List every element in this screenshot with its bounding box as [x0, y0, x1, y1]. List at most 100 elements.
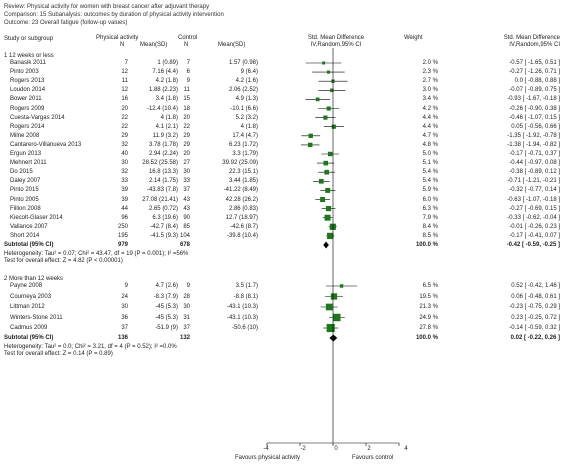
smd-header-right: Std. Mean Difference [503, 35, 560, 41]
control-mean-sd-value: 22.3 (15.1) [228, 169, 258, 176]
ci-text-value: -0.46 [ -1.07, 0.15 ] [509, 114, 560, 121]
ci-text-value: 0.06 [ -0.48, 0.61 ] [511, 293, 560, 300]
subtotal-label: Subtotal (95% CI) [4, 242, 54, 248]
control-n-value: 43 [183, 205, 190, 212]
pa-mean-sd-value: 2.94 (2.24) [148, 151, 178, 157]
weight-value: 8.5 % [422, 232, 438, 239]
ci-text-value: -0.27 [ -0.69, 0.15 ] [509, 205, 560, 212]
pa-mean-sd-value: 4.7 (2.6) [155, 283, 178, 289]
weight-value: 6.0 % [422, 196, 438, 203]
ci-text-value: -0.57 [ -1.65, 0.51 ] [509, 60, 560, 66]
effect-marker [327, 232, 334, 240]
weight-value: 5.4 % [422, 178, 438, 185]
weight-value: 4.4 % [422, 123, 438, 130]
subtotal-diamond [329, 334, 338, 342]
weight-value: 24.9 % [419, 314, 438, 321]
ci-text-value: 0.05 [ -0.56, 0.66 ] [511, 123, 560, 130]
weight-value: 2.3 % [422, 69, 438, 76]
control-mean-sd-value: -43.1 (10.3) [226, 314, 258, 321]
control-n-value: 90 [183, 214, 190, 221]
ci-text-value: -0.32 [ -0.77, 0.14 ] [509, 187, 560, 194]
control-n-value: 20 [183, 151, 190, 157]
control-n-header: N [184, 42, 189, 48]
pa-mean-sd-value: 4 (1.8) [160, 114, 178, 121]
control-n-value: 18 [183, 105, 190, 112]
pa-mean-sd-value: -42.7 (8.4) [150, 223, 178, 230]
pa-n-value: 12 [121, 69, 128, 76]
study-name: Cuesta-Vargas 2014 [10, 114, 65, 121]
control-n-value: 9 [186, 78, 190, 85]
weight-value: 3.4 % [422, 96, 438, 103]
heterogeneity-text: Heterogeneity: Tau² = 0.07; Chi² = 43.47… [4, 251, 189, 257]
control-mean-sd-value: 4 (1.8) [240, 123, 258, 130]
smd-method-header-right: IV,Random,95% CI [509, 42, 560, 48]
pa-mean-sd-value: 1.88 (2.23) [148, 87, 178, 94]
pa-mean-sd-value: -8.3 (7.9) [153, 293, 178, 300]
control-mean-sd-value: 39.92 (25.09) [222, 160, 258, 167]
pa-mean-sd-value: -45 (5.3) [155, 304, 178, 310]
study-name: Vallance 2007 [10, 223, 48, 230]
ci-text-value: -0.01 [ -0.26, 0.23 ] [509, 223, 560, 230]
study-name: Rogers 2009 [10, 105, 45, 112]
pa-mean-sd-value: 3.78 (1.78) [148, 141, 178, 148]
control-mean-sd-value: 4.2 (1.6) [235, 78, 258, 85]
control-mean-sd-value: 2.86 (0.83) [228, 205, 258, 212]
control-n-value: 7 [186, 60, 190, 66]
smd-header: Std. Mean Difference [307, 35, 365, 41]
study-name: Mehnert 2011 [10, 160, 47, 167]
ci-text-value: -0.93 [ -1.67, -0.18 ] [507, 96, 560, 103]
control-n-value: 11 [183, 87, 190, 94]
pa-n-value: 39 [121, 196, 128, 203]
study-name: Cadmus 2009 [10, 325, 48, 331]
ci-text-value: -0.71 [ -1.21, -0.21 ] [507, 178, 560, 185]
weight-value: 4.2 % [422, 105, 438, 112]
control-mean-sd-value: 5.2 (3.2) [235, 114, 258, 121]
effect-marker [308, 142, 313, 148]
pa-n-value: 40 [121, 151, 128, 157]
study-name: Banasik 2011 [10, 60, 46, 66]
effect-marker [333, 313, 341, 322]
effect-marker [330, 88, 334, 93]
weight-value: 3.0 % [422, 87, 438, 94]
ci-text-value: -0.38 [ -0.89, 0.12 ] [509, 169, 560, 176]
control-n-value: 85 [183, 223, 190, 230]
subtotal-control-n: 132 [179, 335, 190, 341]
control-n-value: 30 [183, 304, 190, 310]
control-n-value: 6 [186, 69, 190, 76]
control-group-header: Control [178, 35, 198, 41]
effect-marker [326, 70, 331, 74]
pa-n-value: 195 [117, 232, 128, 239]
pa-mean-sd-value: 27.08 (21.41) [142, 196, 178, 203]
pa-n-value: 36 [121, 314, 128, 321]
control-n-value: 9 [186, 283, 190, 289]
pa-n-value: 20 [121, 105, 128, 112]
weight-value: 6.3 % [422, 205, 438, 212]
control-mean-sd-value: 42.28 (26.2) [225, 196, 258, 203]
subtotal-control-n: 678 [179, 242, 190, 248]
pa-n-value: 22 [121, 114, 128, 121]
study-name: Cantarero-Villanueva 2013 [10, 141, 82, 148]
pa-n-value: 24 [121, 293, 128, 300]
study-name: Ergun 2013 [10, 151, 42, 157]
favours-right-label: Favours control [352, 455, 394, 461]
ci-text-value: -1.38 [ -1.94, -0.82 ] [507, 141, 560, 148]
control-mean-sd-value: -41.22 (8.49) [223, 187, 258, 194]
subtotal-pa-n: 979 [117, 242, 128, 248]
control-mean-sd-value: 12.7 (18.97) [225, 214, 258, 221]
effect-marker [315, 97, 320, 102]
pa-n-value: 39 [121, 187, 128, 194]
pa-n-value: 9 [124, 283, 128, 289]
ci-text-value: -0.07 [ -0.89, 0.75 ] [509, 87, 560, 94]
pa-mean-sd-value: 4.2 (1.8) [155, 78, 178, 85]
control-n-value: 20 [183, 114, 190, 121]
ci-text-value: 0.0 [ -0.88, 0.88 ] [514, 78, 560, 85]
pa-n-value: 29 [121, 132, 128, 139]
comparison-line: Comparison: 15 Subanalysis: outcomes by … [4, 12, 224, 18]
study-name: Pinto 2003 [10, 69, 39, 76]
control-n-value: 43 [183, 196, 190, 203]
study-name: Courneya 2003 [10, 293, 52, 300]
control-mean-sd-value: -43.1 (10.3) [226, 304, 258, 310]
study-name: Daley 2007 [10, 178, 41, 185]
control-mean-sd-value: -10.1 (6.6) [230, 105, 258, 112]
